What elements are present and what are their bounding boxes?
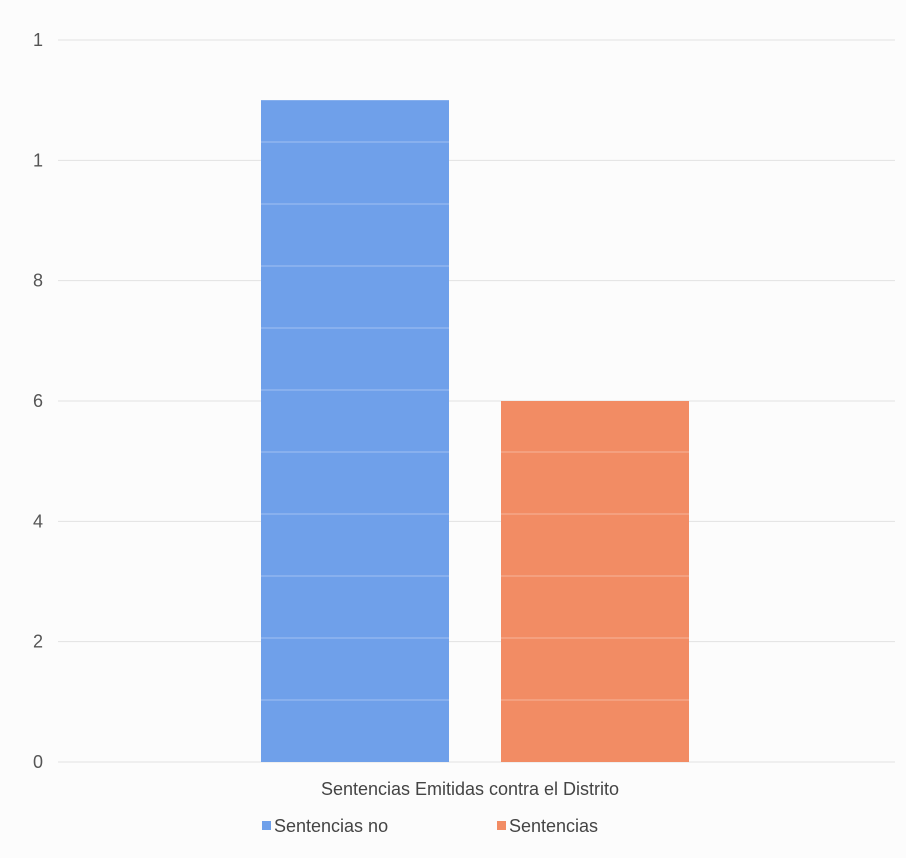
y-tick-label: 8	[33, 271, 43, 291]
y-tick-label: 2	[33, 632, 43, 652]
bars	[261, 100, 689, 762]
y-axis-ticks: 0 2 4 6 8 1 1	[33, 30, 43, 772]
bar-sentencias	[501, 401, 689, 762]
y-tick-label: 6	[33, 391, 43, 411]
y-tick-label: 1	[33, 150, 43, 170]
y-tick-label: 0	[33, 752, 43, 772]
y-tick-label: 1	[33, 30, 43, 50]
grid-lines	[58, 39, 895, 763]
legend-label: Sentencias no	[274, 816, 388, 836]
legend: Sentencias no Sentencias	[262, 816, 598, 836]
y-tick-label: 4	[33, 511, 43, 531]
legend-swatch	[262, 821, 271, 830]
legend-swatch	[497, 821, 506, 830]
category-label: Sentencias Emitidas contra el Distrito	[321, 779, 619, 799]
legend-label: Sentencias	[509, 816, 598, 836]
bar-sentencias-no	[261, 100, 449, 762]
